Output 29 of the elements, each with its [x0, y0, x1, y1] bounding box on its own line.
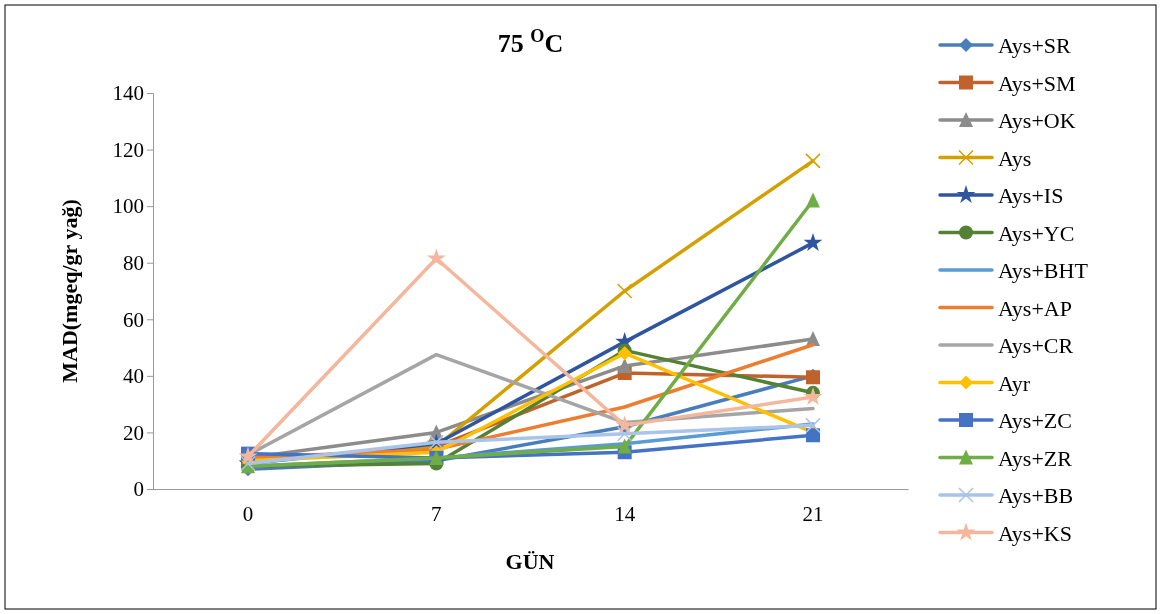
x-tick-label: 0 — [242, 502, 254, 526]
legend-label: Ays+KS — [998, 520, 1072, 546]
y-tick-label: 40 — [123, 364, 144, 389]
chart-title: 75 $^{O}$C — [497, 26, 564, 58]
y-axis-title: MAD(mgeq/gr yağ) — [57, 199, 82, 383]
x-axis-title: GÜN — [505, 549, 555, 574]
y-tick-label: 20 — [123, 420, 144, 445]
x-tick-label: 7 — [431, 502, 442, 526]
legend-label: Ays+SR — [998, 33, 1072, 58]
legend-label: Ays+BB — [998, 483, 1074, 508]
legend-label: Ays+ZR — [998, 445, 1073, 471]
legend-label: Ays+YC — [998, 220, 1075, 246]
legend-label: Ayr — [998, 370, 1031, 396]
legend-label: Ays+IS — [998, 183, 1064, 208]
legend-label: Ays — [998, 145, 1032, 171]
legend-label: Ays+CR — [998, 333, 1074, 358]
y-tick-label: 60 — [123, 307, 144, 332]
legend-label: Ays+AP — [998, 295, 1072, 321]
legend-label: Ays+OK — [998, 108, 1076, 133]
legend-label: Ays+ZC — [998, 408, 1072, 433]
y-tick-label: 100 — [112, 194, 144, 219]
x-tick-label: 14 — [614, 502, 636, 526]
y-tick-label: 140 — [112, 81, 144, 106]
legend-label: Ays+BHT — [998, 258, 1089, 283]
x-tick-label: 21 — [802, 502, 824, 526]
y-tick-label: 80 — [123, 250, 144, 275]
legend-label: Ays+SM — [998, 70, 1076, 96]
y-tick-label: 120 — [112, 137, 144, 162]
y-tick-label: 0 — [133, 477, 144, 502]
